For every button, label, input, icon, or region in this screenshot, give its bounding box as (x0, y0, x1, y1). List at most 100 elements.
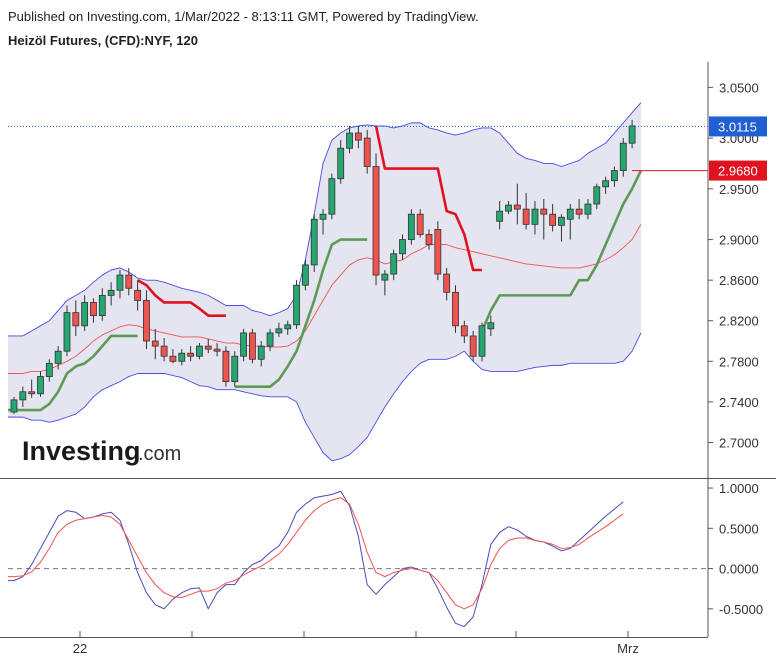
supertrend-down-line (136, 279, 226, 317)
candle-up-body (19, 391, 27, 401)
candle-up-body (505, 204, 512, 212)
candle (496, 201, 504, 230)
axes: 3.05003.00002.95002.90002.86002.82002.78… (0, 62, 776, 656)
candle-up-body (593, 186, 601, 205)
candle (213, 343, 221, 357)
candle (293, 280, 300, 329)
candle-down-body (522, 208, 530, 225)
candle-up-body (293, 284, 300, 326)
candle-up-body (310, 218, 318, 266)
candle (196, 343, 203, 360)
candle (45, 359, 53, 382)
candle (63, 305, 71, 357)
candle (72, 300, 80, 336)
candle-down-body (452, 291, 459, 327)
candle (310, 214, 318, 273)
candle (54, 346, 62, 370)
candle (257, 341, 265, 367)
candle-down-body (134, 289, 142, 301)
candle (469, 330, 477, 362)
candle (143, 290, 150, 350)
candle (531, 201, 539, 235)
candle (540, 198, 548, 240)
candle-down-body (125, 274, 133, 289)
candle (628, 119, 636, 149)
bollinger-band-fill (8, 102, 641, 461)
stoch-d-line (8, 497, 624, 610)
candle-down-body (160, 345, 168, 357)
candle-down-body (222, 350, 230, 383)
candle-up-body (337, 147, 345, 180)
logo-main-text: Investing (22, 436, 141, 466)
candle-up-body (619, 142, 627, 171)
supertrend-price-tag: 2.9680 (709, 160, 767, 181)
candle (407, 209, 415, 245)
candle-up-body (399, 239, 406, 255)
candle-up-body (381, 273, 389, 281)
investing-logo: Investing .com (22, 436, 181, 466)
candle (584, 198, 592, 220)
candle-down-body (575, 208, 583, 215)
candle (487, 315, 495, 336)
candle (266, 328, 274, 352)
candle (231, 351, 239, 387)
candle-up-body (611, 170, 618, 182)
candle (505, 201, 512, 215)
candle-down-body (540, 208, 548, 215)
candle (28, 379, 36, 398)
candle (337, 140, 345, 184)
supertrend-down-line (374, 125, 482, 272)
logo-suffix-text: .com (138, 443, 181, 465)
price-y-tick-label: 2.7400 (719, 395, 759, 410)
candle (10, 396, 18, 415)
x-tick-label: Mrz (617, 641, 639, 656)
candle (443, 267, 451, 301)
stoch-y-tick-label: 1.0000 (719, 481, 759, 496)
candle-down-body (72, 312, 80, 327)
candle (301, 259, 309, 291)
candle-down-body (187, 352, 195, 357)
candle (575, 198, 583, 220)
candle (319, 209, 327, 235)
candle (363, 129, 371, 174)
candle-up-body (628, 125, 636, 144)
candle-up-body (107, 289, 115, 296)
price-y-tick-label: 2.9000 (719, 233, 759, 248)
candle-up-body (407, 213, 415, 240)
candle-down-body (169, 355, 177, 362)
last-price-tag-label: 3.0115 (718, 119, 757, 134)
candle (593, 183, 601, 210)
candle-up-body (390, 253, 398, 275)
candle-down-body (443, 273, 451, 293)
candle-down-body (249, 332, 256, 360)
stoch-k-line (8, 490, 624, 628)
candle (81, 295, 89, 331)
candle (611, 166, 618, 187)
candle (169, 349, 177, 364)
stoch-y-tick-label: 0.5000 (719, 521, 759, 536)
candle-up-body (196, 345, 203, 357)
stochastic-pane (8, 490, 708, 628)
candle (354, 125, 362, 149)
candle-down-body (549, 213, 557, 226)
candle-up-body (566, 208, 574, 220)
candle-up-body (531, 208, 539, 225)
candle-up-body (496, 210, 504, 222)
candle-up-body (240, 332, 247, 357)
last-price-tag-bg (709, 116, 767, 137)
candle-up-body (257, 345, 265, 360)
candle (284, 320, 292, 335)
candle (381, 270, 389, 296)
candle-down-body (143, 300, 150, 342)
candle (390, 249, 398, 281)
candle-up-body (63, 312, 71, 352)
stoch-y-tick-label: -0.5000 (719, 602, 763, 617)
candle-up-body (301, 264, 309, 286)
candle (275, 322, 283, 337)
candle (178, 349, 186, 366)
price-pane (8, 102, 708, 462)
candle-up-body (45, 362, 53, 377)
candle (240, 328, 247, 362)
candle-down-body (363, 137, 371, 167)
